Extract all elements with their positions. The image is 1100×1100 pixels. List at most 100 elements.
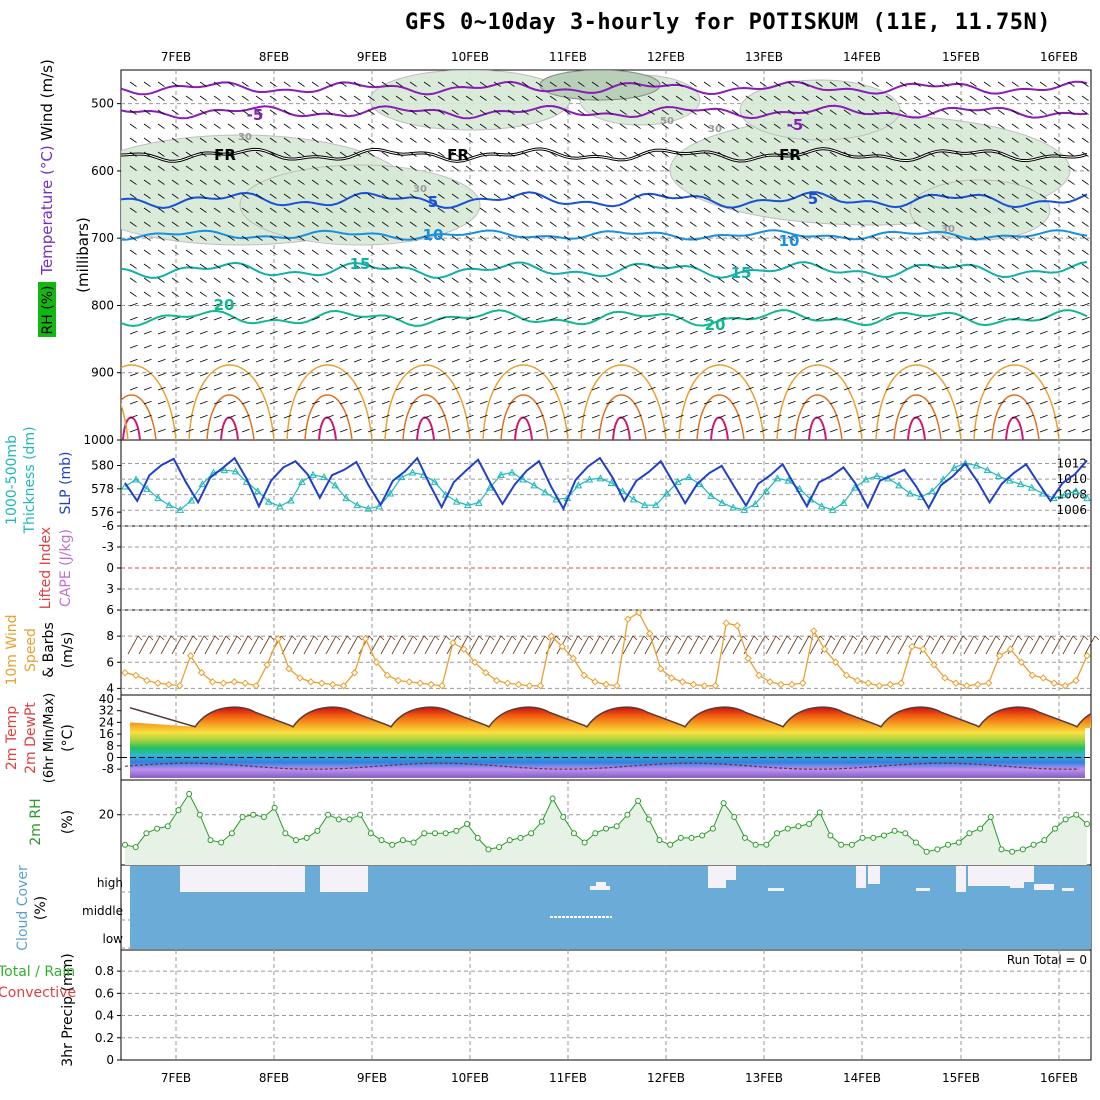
wind-barb (675, 249, 683, 255)
wind-barb (423, 151, 431, 157)
wind-barb (829, 372, 838, 377)
wind-barb (269, 165, 277, 171)
wind-barb (1039, 344, 1048, 349)
wind-barb (703, 123, 711, 129)
wind-barb (171, 221, 179, 227)
rh-point-2 (143, 830, 150, 837)
isotherm-15 (121, 261, 1088, 279)
wind-barb (1053, 414, 1062, 419)
wind-barb (885, 109, 893, 115)
wind-barb (605, 316, 614, 321)
wind-barb (297, 386, 306, 391)
wind-speed-point-59 (766, 678, 774, 686)
wind-barb (689, 428, 698, 433)
wind-barb (1067, 151, 1075, 157)
wind-barb (703, 137, 711, 143)
wind-speed-point-53 (700, 682, 709, 690)
wind-barb (899, 372, 908, 377)
wind-barb (759, 221, 767, 227)
wind-barb (801, 179, 809, 185)
wind-speed-point-16 (296, 674, 304, 682)
wind-barb (1039, 137, 1047, 143)
wind-barb (535, 302, 544, 307)
wind-barb (367, 193, 375, 199)
wind-barb (227, 123, 235, 129)
wind-barb (269, 235, 277, 241)
wind-barb (367, 81, 375, 87)
wind-barb (661, 263, 669, 269)
wind-barb (885, 344, 894, 349)
wind-barb (661, 81, 669, 87)
wind-barb (549, 330, 558, 335)
wind10m-barb-tick (1072, 635, 1078, 641)
wind-barb (269, 123, 277, 129)
wind-barb (465, 95, 473, 101)
wind-barb (255, 123, 263, 129)
wind-barb (969, 291, 977, 297)
wind-barb (745, 123, 753, 129)
wind-barb (283, 109, 291, 115)
wind-barb (339, 330, 348, 335)
wind-barb (927, 221, 935, 227)
wind-barb (633, 109, 641, 115)
wind-barb (241, 249, 249, 255)
wind-barb (199, 344, 208, 349)
wind-barb (1053, 344, 1062, 349)
wind-barb (591, 179, 599, 185)
wind-barb (325, 428, 334, 433)
wind-barb (241, 165, 249, 171)
wind-barb (143, 95, 151, 101)
wind-barb (367, 400, 376, 405)
wind-barb (675, 372, 684, 377)
wind-barb (983, 95, 991, 101)
wind-barb (521, 302, 530, 307)
wind-barb (871, 358, 880, 363)
wind-barb (423, 235, 431, 241)
rh-point-58 (741, 834, 748, 841)
temp-label-b: 2m DewPt (23, 702, 39, 774)
wind-barb (619, 263, 627, 269)
wind-barb (689, 179, 697, 185)
plume-inner-3 (416, 416, 435, 440)
wind-barb (311, 358, 320, 363)
wind-barb (899, 400, 908, 405)
wind-speed-point-70 (886, 680, 894, 689)
wind10m-barb (413, 635, 425, 655)
wind-barb (507, 109, 515, 115)
wind-barb (899, 137, 907, 143)
wind-barb (843, 263, 851, 269)
wind-barb (605, 207, 613, 213)
wind-barb (591, 277, 599, 283)
wind-barb (577, 193, 585, 199)
wind-barb (255, 316, 264, 321)
wind-barb (325, 386, 334, 391)
wind10m-barb-tick (885, 635, 891, 641)
wind-barb (885, 358, 894, 363)
wind-barb (955, 235, 963, 241)
wind-barb (283, 151, 291, 157)
wind10m-barb (457, 635, 469, 655)
wind-barb (885, 316, 894, 321)
wind-barb (941, 109, 949, 115)
wind-barb (843, 165, 851, 171)
wind-barb (801, 316, 810, 321)
thickness-point-68 (873, 471, 881, 479)
wind-barb (927, 344, 936, 349)
wind-barb (731, 263, 739, 269)
wind-barb (759, 151, 767, 157)
rh-point-68 (848, 841, 855, 848)
wind-barb (367, 137, 375, 143)
wind-speed-point-45 (613, 682, 621, 690)
wind-barb (997, 207, 1005, 213)
wind-barb (353, 400, 362, 405)
thickness-point-17 (309, 470, 317, 478)
wind-barb (787, 249, 795, 255)
wind-barb (871, 109, 879, 115)
wind-barb (185, 372, 194, 377)
wind-barb (731, 123, 739, 129)
wind-barb (1053, 235, 1061, 241)
wind-barb (703, 291, 711, 297)
rh-point-38 (528, 830, 535, 837)
wind-barb (479, 330, 488, 335)
rh-point-18 (314, 827, 321, 834)
